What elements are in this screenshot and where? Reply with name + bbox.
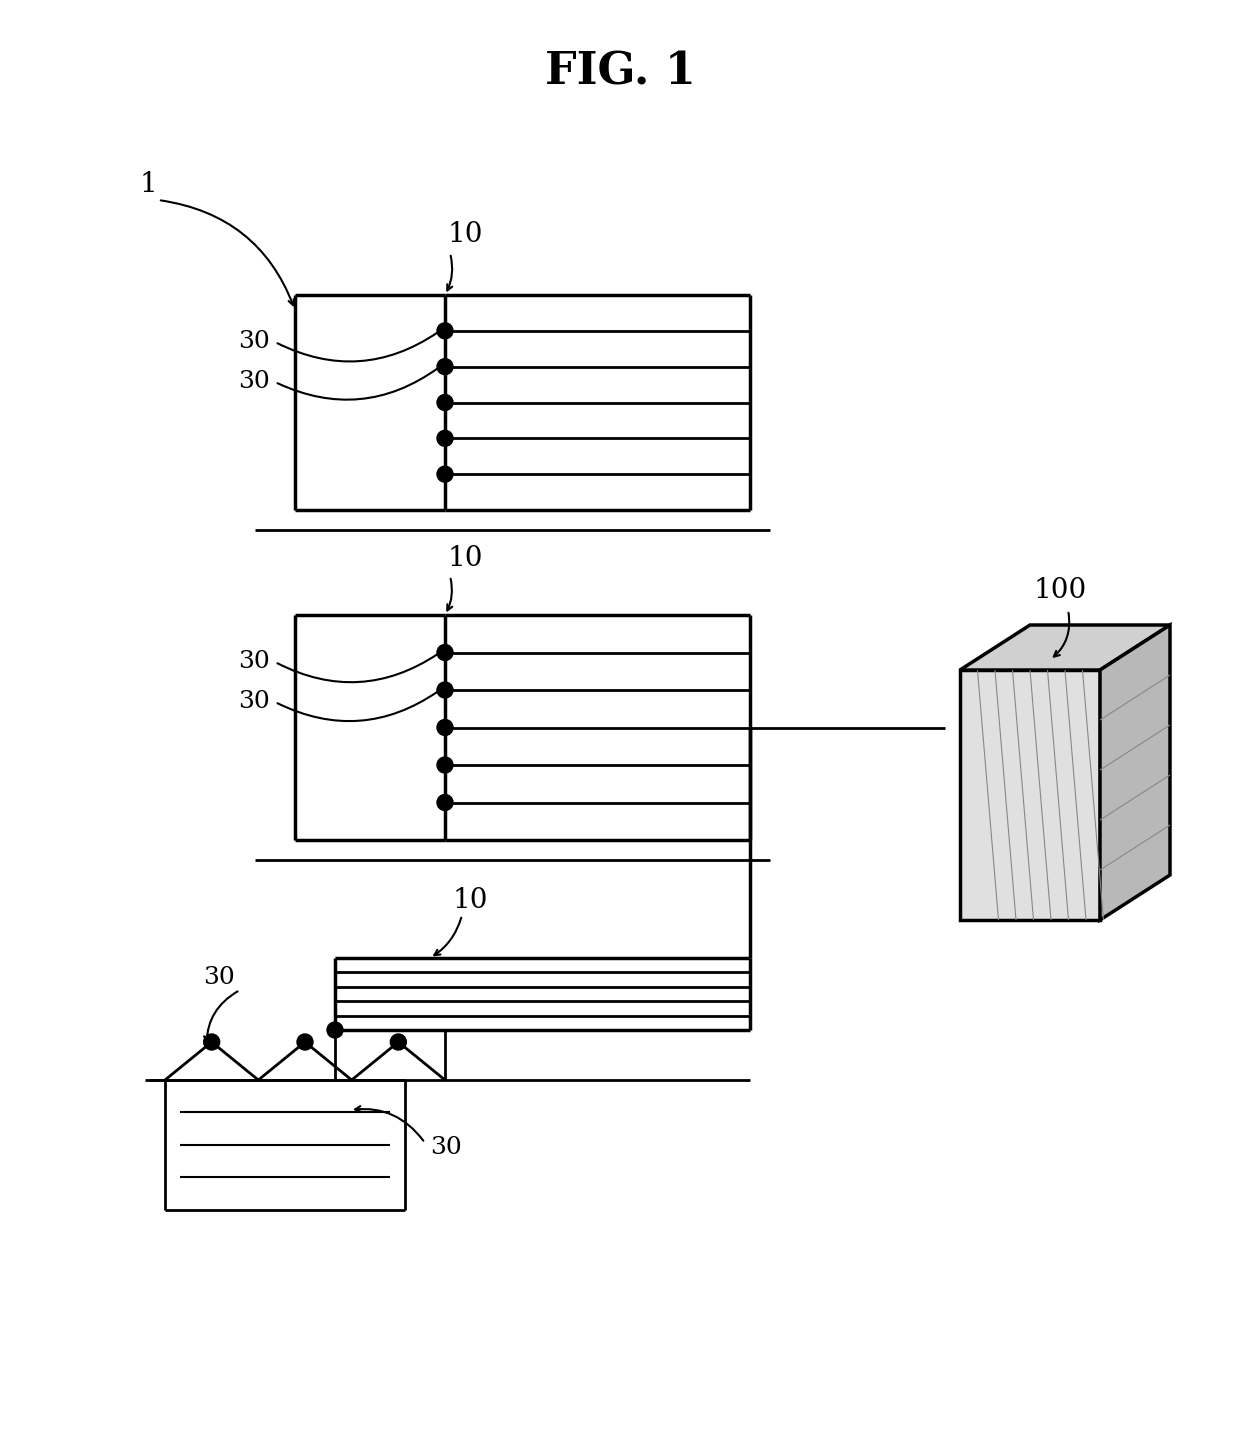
Circle shape [436,795,453,811]
Text: 30: 30 [203,967,236,990]
Circle shape [203,1035,219,1051]
Polygon shape [960,670,1100,921]
Circle shape [436,683,453,698]
Text: 30: 30 [430,1137,461,1160]
Circle shape [436,758,453,773]
Text: 10: 10 [453,886,487,913]
Text: 30: 30 [238,330,270,354]
Polygon shape [1100,625,1171,921]
Polygon shape [960,625,1171,670]
Text: 10: 10 [448,221,482,248]
Circle shape [436,720,453,736]
Text: FIG. 1: FIG. 1 [544,51,696,94]
Text: 1: 1 [139,172,157,199]
Text: 10: 10 [448,544,482,571]
Circle shape [391,1035,407,1051]
Text: 30: 30 [238,651,270,674]
Text: 30: 30 [238,691,270,713]
Circle shape [436,430,453,446]
Circle shape [436,323,453,339]
Circle shape [327,1022,343,1038]
Circle shape [298,1035,312,1051]
Text: 30: 30 [238,371,270,394]
Circle shape [436,645,453,661]
Circle shape [436,359,453,375]
Text: 100: 100 [1033,577,1086,603]
Circle shape [436,394,453,410]
Circle shape [436,466,453,482]
